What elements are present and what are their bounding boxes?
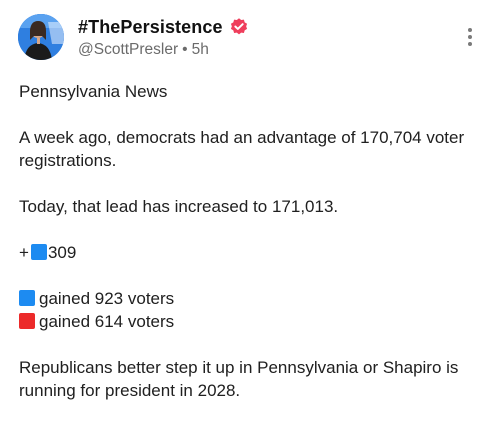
delta-prefix: + xyxy=(19,243,29,262)
post-blue-line: gained 923 voters xyxy=(19,287,484,310)
blue-square-icon xyxy=(30,244,47,260)
blue-square-icon xyxy=(19,290,35,306)
post-paragraph-last: Republicans better step it up in Pennsyl… xyxy=(19,358,459,400)
post-delta-line: +309 xyxy=(19,241,484,264)
post-body: Pennsylvania News A week ago, democrats … xyxy=(19,80,484,425)
delta-value: 309 xyxy=(47,243,77,262)
post-author: #ThePersistence @ScottPresler • 5h xyxy=(78,16,249,59)
avatar[interactable] xyxy=(18,14,64,60)
display-name[interactable]: #ThePersistence xyxy=(78,16,223,37)
red-gain-text: gained 614 voters xyxy=(39,312,175,331)
post-header: #ThePersistence @ScottPresler • 5h xyxy=(18,14,480,62)
post-paragraph-2: Today, that lead has increased to 171,01… xyxy=(19,197,339,216)
red-square-icon xyxy=(19,313,35,329)
handle[interactable]: @ScottPresler xyxy=(78,41,179,58)
post-meta: @ScottPresler • 5h xyxy=(78,41,249,59)
meta-separator: • xyxy=(182,41,188,58)
post-heading: Pennsylvania News xyxy=(19,82,168,101)
avatar-image xyxy=(18,14,64,60)
post-paragraph-1: A week ago, democrats had an advantage o… xyxy=(19,128,465,170)
post-red-line: gained 614 voters xyxy=(19,310,484,333)
more-vertical-icon[interactable] xyxy=(466,28,474,50)
post-time[interactable]: 5h xyxy=(191,41,209,58)
verified-badge-icon xyxy=(230,18,247,35)
display-name-row: #ThePersistence xyxy=(78,16,249,38)
blue-gain-text: gained 923 voters xyxy=(39,289,175,308)
